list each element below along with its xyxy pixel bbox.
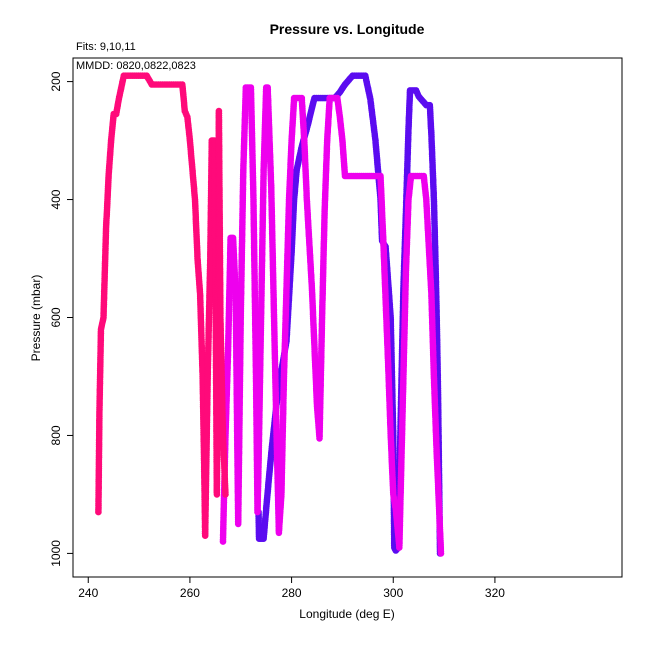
data-points: [95, 72, 445, 557]
y-axis: 200 400 600 800 1000: [49, 71, 74, 567]
x-axis: 240 260 280 300 320: [78, 576, 505, 600]
data-point: [437, 550, 445, 557]
y-tick-label: 1000: [49, 540, 63, 567]
x-axis-label: Longitude (deg E): [299, 607, 394, 621]
x-tick-label: 300: [383, 586, 403, 600]
y-tick-label: 800: [49, 425, 63, 445]
plot-frame: [72, 57, 623, 578]
fits-label: Fits: 9,10,11: [76, 41, 136, 53]
y-axis-label: Pressure (mbar): [29, 275, 43, 362]
x-tick-label: 240: [78, 586, 98, 600]
y-tick-label: 600: [49, 307, 63, 327]
y-tick-label: 200: [49, 71, 63, 91]
chart-title: Pressure vs. Longitude: [270, 21, 425, 37]
x-tick-label: 260: [180, 586, 200, 600]
y-tick-label: 400: [49, 189, 63, 209]
mmdd-label: MMDD: 0820,0822,0823: [76, 60, 196, 72]
x-tick-label: 280: [282, 586, 302, 600]
x-tick-label: 320: [485, 586, 505, 600]
data-point: [222, 491, 229, 498]
